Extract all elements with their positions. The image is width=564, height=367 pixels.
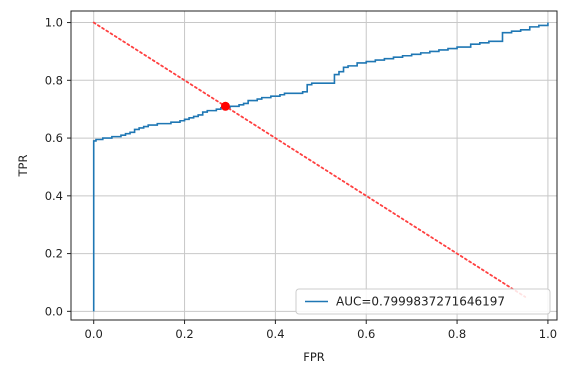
x-tick-label: 0.8 [448, 327, 466, 341]
x-tick-label: 0.0 [85, 327, 103, 341]
legend-box [295, 288, 551, 315]
x-axis-label: FPR [303, 350, 325, 364]
points-layer [220, 101, 230, 111]
legend: AUC=0.7999837271646197 [295, 288, 551, 315]
series-layer [92, 21, 549, 312]
grid [71, 11, 557, 320]
plot-frame [70, 10, 558, 321]
ticks: 0.0 0.2 0.4 0.6 0.8 1.0 0.0 0.2 0.4 0.6 0.8 1.0 [45, 16, 557, 341]
operating-point-marker [220, 101, 230, 111]
x-tick-label: 0.2 [175, 327, 193, 341]
y-tick-label: 0.0 [45, 304, 63, 318]
y-tick-label: 0.8 [45, 73, 63, 87]
y-axis-label: TPR [16, 155, 30, 178]
x-tick-label: 0.4 [266, 327, 284, 341]
reference-dotted-line [92, 21, 527, 298]
y-tick-label: 1.0 [45, 16, 63, 30]
x-tick-label: 1.0 [539, 327, 557, 341]
y-tick-label: 0.4 [45, 189, 63, 203]
y-tick-label: 0.2 [45, 247, 63, 261]
y-tick-label: 0.6 [45, 131, 63, 145]
roc-curve-line [92, 22, 549, 312]
legend-label: AUC=0.7999837271646197 [336, 295, 505, 309]
x-tick-label: 0.6 [357, 327, 375, 341]
